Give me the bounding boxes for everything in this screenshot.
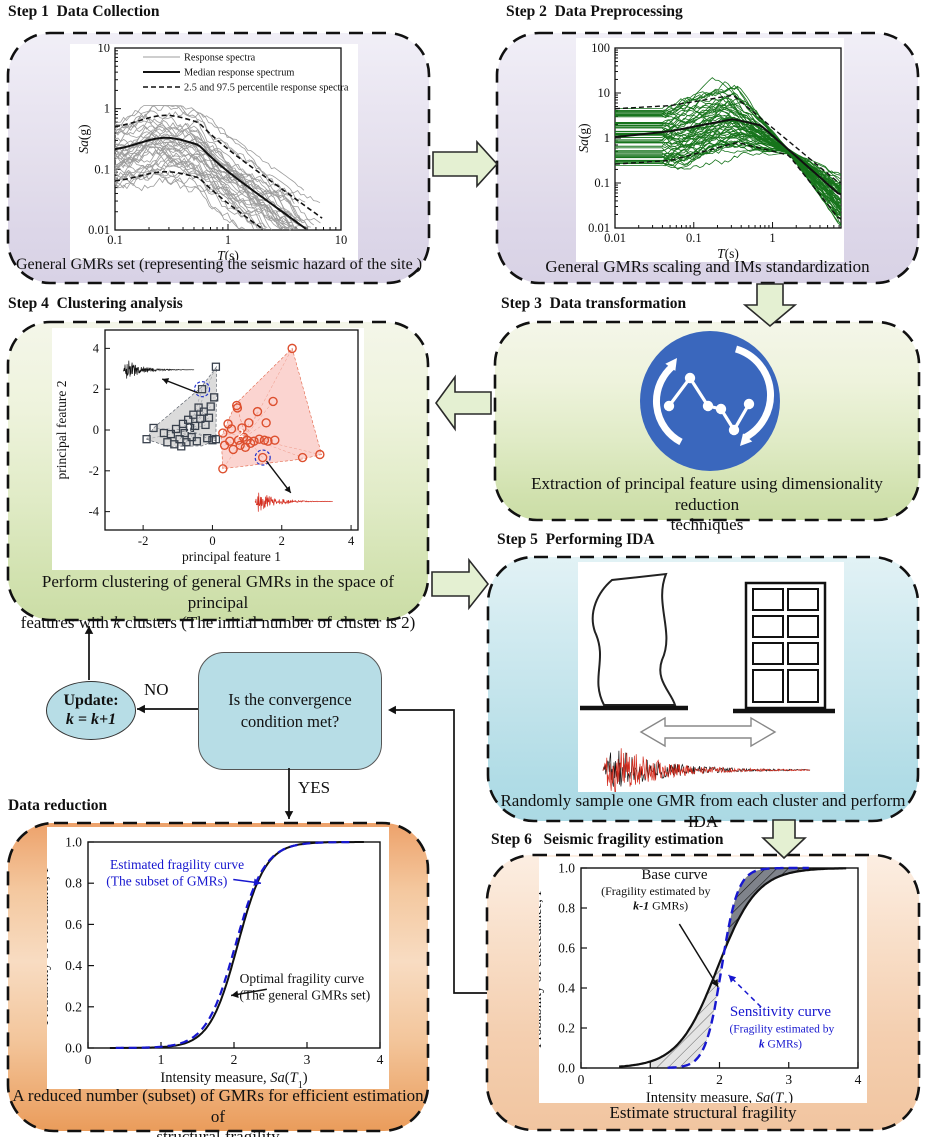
svg-text:4: 4: [348, 534, 355, 548]
svg-text:0.4: 0.4: [65, 958, 82, 973]
svg-text:1: 1: [186, 421, 192, 435]
svg-text:Intensity measure, Sa(T1): Intensity measure, Sa(T1): [646, 1090, 793, 1103]
step4-title: Step 4 Clustering analysis: [8, 295, 183, 312]
step4-caption: Perform clustering of general GMRs in th…: [20, 572, 416, 633]
svg-text:2: 2: [93, 382, 99, 396]
ida-structure-illustration: [578, 562, 844, 792]
svg-text:2: 2: [716, 1072, 723, 1087]
svg-text:0.1: 0.1: [686, 231, 702, 245]
svg-text:2: 2: [231, 1052, 238, 1067]
svg-text:0.1: 0.1: [594, 176, 610, 190]
step6-caption: Estimate structural fragility: [609, 1103, 797, 1122]
data-transformation-cycle-icon: [640, 331, 780, 471]
svg-text:2: 2: [238, 426, 244, 440]
svg-text:1: 1: [158, 1052, 165, 1067]
step3-title: Step 3 Data transformation: [501, 295, 687, 312]
step6-title: Step 6 Seismic fragility estimation: [491, 831, 724, 848]
svg-text:Estimated fragility curve: Estimated fragility curve: [110, 857, 244, 872]
svg-text:4: 4: [377, 1052, 384, 1067]
svg-text:-2: -2: [89, 464, 99, 478]
svg-text:0.8: 0.8: [65, 876, 82, 891]
step5-title: Step 5 Performing IDA: [497, 531, 655, 548]
svg-text:1: 1: [604, 131, 610, 145]
svg-text:1: 1: [647, 1072, 654, 1087]
svg-text:0.0: 0.0: [558, 1061, 575, 1076]
svg-text:Sa(g): Sa(g): [576, 123, 591, 152]
data-reduction-title: Data reduction: [8, 797, 108, 814]
svg-text:0: 0: [209, 534, 215, 548]
k-symbol: k: [113, 613, 121, 633]
svg-text:0: 0: [578, 1072, 585, 1087]
svg-text:2.5 and 97.5 percentile respon: 2.5 and 97.5 percentile response spectra: [184, 83, 349, 94]
svg-text:10: 10: [98, 44, 111, 55]
svg-text:3: 3: [785, 1072, 792, 1087]
step3-caption: Extraction of principal feature using di…: [531, 474, 883, 535]
svg-text:3: 3: [304, 1052, 311, 1067]
svg-text:0.1: 0.1: [94, 162, 110, 176]
svg-text:Optimal fragility curve: Optimal fragility curve: [240, 971, 364, 986]
step2-title: Step 2 Data Preprocessing: [506, 3, 683, 20]
svg-text:Median response spectrum: Median response spectrum: [184, 68, 294, 79]
svg-text:Sa(g): Sa(g): [76, 124, 91, 153]
svg-text:(Fragility estimated by: (Fragility estimated by: [601, 884, 710, 898]
svg-text:1: 1: [769, 231, 775, 245]
svg-text:0.0: 0.0: [65, 1041, 82, 1056]
svg-text:0.2: 0.2: [558, 1021, 575, 1036]
svg-text:1: 1: [104, 102, 110, 116]
svg-text:2: 2: [279, 534, 285, 548]
svg-text:principal feature 1: principal feature 1: [182, 549, 281, 564]
response-spectra-chart: 0.1 1 10 10 1 0.1 0.01 T(s) Sa(g) Response spectr…: [70, 44, 358, 260]
svg-text:0.6: 0.6: [558, 941, 575, 956]
svg-text:-2: -2: [138, 534, 148, 548]
svg-text:0: 0: [93, 423, 99, 437]
svg-text:0.8: 0.8: [558, 901, 575, 916]
svg-text:1.0: 1.0: [65, 835, 82, 850]
update-k-ellipse: Update: k = k+1: [46, 681, 136, 740]
svg-text:0.4: 0.4: [558, 981, 575, 996]
yes-branch-label: YES: [298, 778, 331, 797]
svg-text:10: 10: [598, 86, 611, 100]
svg-text:k-1 GMRs): k-1 GMRs): [633, 899, 688, 913]
svg-text:0: 0: [85, 1052, 92, 1067]
svg-text:(The general GMRs set): (The general GMRs set): [239, 988, 370, 1003]
no-branch-label: NO: [144, 680, 169, 699]
svg-text:1: 1: [225, 233, 231, 247]
svg-text:0.6: 0.6: [65, 917, 82, 932]
svg-text:(Fragility estimated by: (Fragility estimated by: [729, 1023, 834, 1035]
svg-text:Probability of exceedance, P: Probability of exceedance, P: [539, 888, 545, 1048]
svg-text:0.2: 0.2: [65, 999, 82, 1014]
svg-text:4: 4: [93, 341, 100, 355]
step2-caption: General GMRs scaling and IMs standardiza…: [545, 257, 870, 276]
subset-fragility-chart: 0 1 2 3 4 0.0 0.2 0.4 0.6 0.8 1.0 Intensity measure…: [47, 827, 389, 1089]
svg-text:0.01: 0.01: [588, 221, 610, 235]
step1-title: Step 1 Data Collection: [8, 3, 160, 20]
sensitivity-fragility-chart: 0 1 2 3 4 0.0 0.2 0.4 0.6 0.8 1.0 Intensity measure…: [539, 857, 867, 1103]
svg-text:Sensitivity curve: Sensitivity curve: [730, 1004, 832, 1020]
svg-text:4: 4: [855, 1072, 862, 1087]
svg-text:Response spectra: Response spectra: [184, 53, 256, 64]
pca-cluster-scatter-chart: -2 0 2 4 -4 -2 0 2 4 principal feature 1 principal…: [52, 328, 364, 570]
svg-text:1.0: 1.0: [558, 861, 575, 876]
step1-caption: General GMRs set (representing the seism…: [15, 256, 423, 273]
svg-text:Base curve: Base curve: [641, 867, 708, 883]
svg-text:(The subset of GMRs): (The subset of GMRs): [106, 873, 227, 888]
svg-text:principal feature 2: principal feature 2: [54, 381, 69, 480]
scaled-spectra-chart: 0.01 0.1 1 100 10 1 0.1 0.01 T(s) Sa(g): [576, 38, 844, 262]
svg-text:0.01: 0.01: [88, 223, 110, 237]
svg-text:Probability of exceedance, P: Probability of exceedance, P: [47, 865, 52, 1025]
svg-text:10: 10: [335, 233, 348, 247]
k-update-formula: k = k+1: [65, 710, 117, 728]
convergence-decision-box: Is the convergence condition met?: [198, 652, 382, 770]
step5-caption: Randomly sample one GMR from each cluste…: [500, 791, 906, 831]
svg-text:-4: -4: [89, 505, 100, 519]
svg-text:100: 100: [591, 41, 610, 55]
data-reduction-caption: A reduced number (subset) of GMRs for ef…: [12, 1086, 424, 1137]
svg-text:k GMRs): k GMRs): [759, 1038, 802, 1050]
